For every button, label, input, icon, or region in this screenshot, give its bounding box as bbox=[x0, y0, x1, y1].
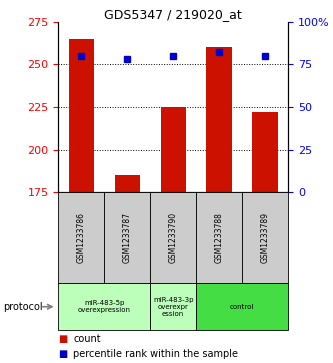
Text: control: control bbox=[230, 304, 254, 310]
Bar bbox=[252, 112, 278, 192]
Text: GSM1233788: GSM1233788 bbox=[214, 212, 224, 263]
Title: GDS5347 / 219020_at: GDS5347 / 219020_at bbox=[104, 8, 242, 21]
Text: miR-483-5p
overexpression: miR-483-5p overexpression bbox=[78, 300, 131, 313]
Text: GSM1233790: GSM1233790 bbox=[168, 212, 178, 263]
Text: percentile rank within the sample: percentile rank within the sample bbox=[73, 349, 238, 359]
Bar bbox=[206, 48, 232, 192]
Text: GSM1233789: GSM1233789 bbox=[260, 212, 270, 263]
Text: protocol: protocol bbox=[3, 302, 43, 312]
Text: ■: ■ bbox=[58, 349, 68, 359]
Text: ■: ■ bbox=[58, 334, 68, 344]
Bar bbox=[115, 175, 140, 192]
Bar bbox=[161, 107, 186, 192]
Text: miR-483-3p
overexpr
ession: miR-483-3p overexpr ession bbox=[153, 297, 193, 317]
Text: GSM1233786: GSM1233786 bbox=[77, 212, 86, 263]
Bar bbox=[69, 39, 94, 192]
Text: count: count bbox=[73, 334, 101, 344]
Text: GSM1233787: GSM1233787 bbox=[123, 212, 132, 263]
